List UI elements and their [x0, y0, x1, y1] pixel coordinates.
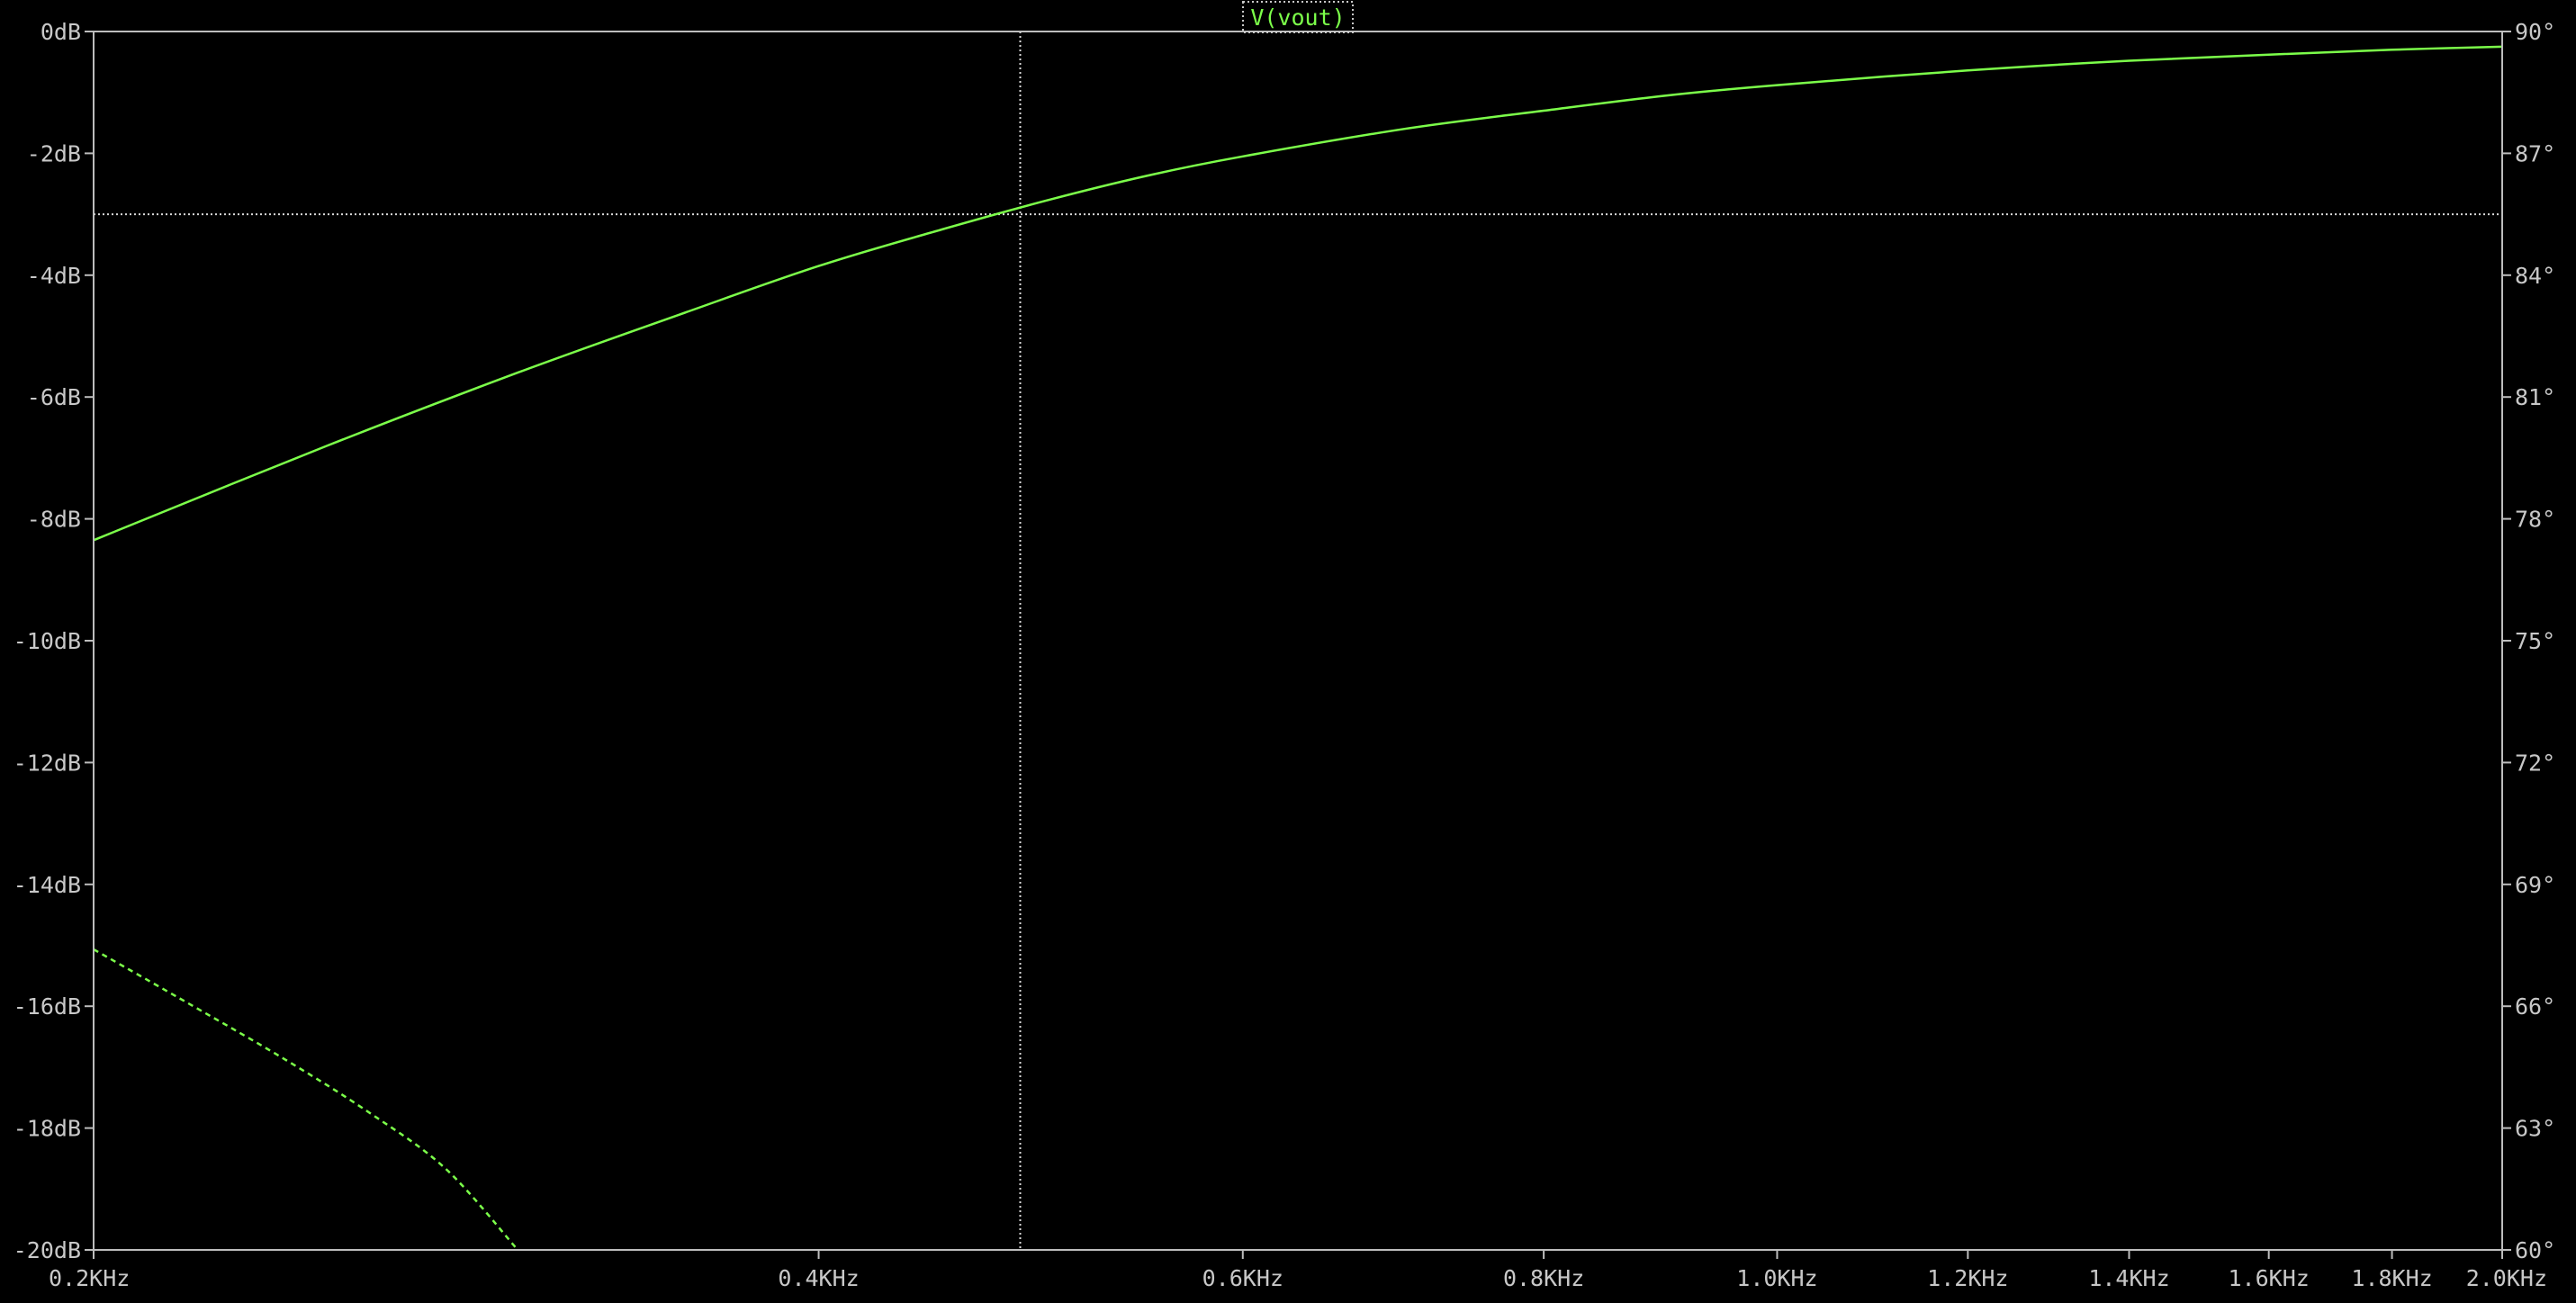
right-tick-label: 75°	[2515, 628, 2555, 654]
left-tick-label: -16dB	[14, 993, 81, 1020]
x-tick-label: 1.6KHz	[2229, 1265, 2310, 1291]
right-tick-label: 87°	[2515, 140, 2555, 166]
phase-trace	[93, 948, 519, 1251]
left-tick-label: -4dB	[27, 263, 81, 289]
right-axis: 90° 87° 84° 81° 78° 75° 72° 69° 66° 63° 60°	[2502, 19, 2555, 1263]
left-tick-label: -20dB	[14, 1237, 81, 1263]
right-tick-label: 90°	[2515, 19, 2555, 45]
x-axis: 0.2KHz 0.4KHz 0.6KHz 0.8KHz 1.0KHz 1.2KHz 1.4K…	[49, 1250, 2547, 1291]
trace-title-box[interactable]	[1242, 1, 1354, 33]
right-tick-label: 72°	[2515, 750, 2555, 776]
cursor-group	[94, 31, 2502, 1250]
left-tick-label: -18dB	[14, 1116, 81, 1142]
x-tick-label: 0.6KHz	[1202, 1265, 1283, 1291]
right-tick-label: 63°	[2515, 1116, 2555, 1142]
left-tick-label: 0dB	[41, 19, 81, 45]
left-tick-label: -6dB	[27, 384, 81, 410]
right-tick-label: 60°	[2515, 1237, 2555, 1263]
right-tick-label: 69°	[2515, 872, 2555, 898]
x-tick-label: 1.2KHz	[1927, 1265, 2008, 1291]
x-tick-label: 1.8KHz	[2351, 1265, 2432, 1291]
left-tick-label: -14dB	[14, 872, 81, 898]
x-tick-label: 0.8KHz	[1503, 1265, 1584, 1291]
chart-title[interactable]: V(vout)	[1250, 4, 1345, 31]
x-tick-label: 2.0KHz	[2466, 1265, 2547, 1291]
series-layer	[93, 45, 2503, 1251]
right-tick-label: 84°	[2515, 263, 2555, 289]
left-tick-label: -8dB	[27, 507, 81, 533]
right-tick-label: 78°	[2515, 507, 2555, 533]
magnitude-trace	[93, 45, 2503, 542]
left-tick-label: -12dB	[14, 750, 81, 776]
x-tick-label: 0.4KHz	[778, 1265, 859, 1291]
left-tick-label: -10dB	[14, 628, 81, 654]
x-tick-label: 1.4KHz	[2088, 1265, 2169, 1291]
x-tick-label: 0.2KHz	[49, 1265, 130, 1291]
x-tick-label: 1.0KHz	[1736, 1265, 1817, 1291]
left-axis: 0dB -2dB -4dB -6dB -8dB -10dB -12dB -14dB -16dB -…	[14, 19, 94, 1263]
right-tick-label: 81°	[2515, 384, 2555, 410]
left-tick-label: -2dB	[27, 140, 81, 166]
right-tick-label: 66°	[2515, 993, 2555, 1020]
